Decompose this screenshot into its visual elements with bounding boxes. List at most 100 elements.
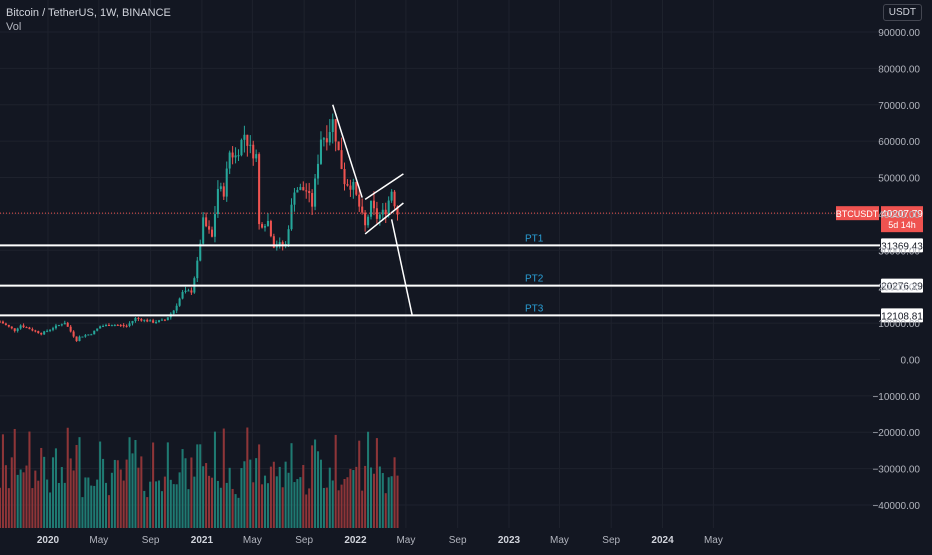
candle-body: [16, 328, 19, 331]
volume-bar: [302, 464, 305, 528]
candle-body: [46, 330, 49, 332]
volume-bar: [7, 488, 10, 528]
volume-bar: [49, 492, 52, 528]
candle-body: [152, 320, 155, 323]
candle-body: [181, 291, 184, 299]
volume-bar: [263, 475, 267, 528]
candle-body: [269, 220, 272, 237]
currency-badge[interactable]: USDT: [882, 4, 922, 21]
candle-body: [311, 193, 314, 207]
x-tick-label: Sep: [449, 535, 467, 546]
volume-bar: [234, 494, 237, 528]
target-level-tag: [881, 238, 923, 253]
candle-body: [166, 317, 169, 321]
volume-bar: [278, 466, 281, 528]
candle-body: [272, 236, 275, 248]
candle-body: [208, 226, 211, 230]
candle-body: [187, 290, 190, 292]
candle-body: [0, 321, 2, 323]
candle-body: [287, 229, 290, 245]
volume-bar: [25, 465, 28, 528]
volume-bar: [308, 488, 311, 528]
x-tick-label: 2023: [498, 535, 521, 546]
volume-bar: [396, 475, 399, 528]
volume-bar: [110, 472, 113, 528]
volume-bar: [193, 476, 196, 528]
candle-body: [28, 327, 31, 330]
volume-bar: [378, 466, 381, 528]
volume-bar: [249, 459, 252, 528]
volume-bar: [178, 472, 181, 528]
volume-indicator-label[interactable]: Vol: [6, 21, 22, 33]
candle-body: [266, 220, 269, 227]
candle-body: [222, 186, 225, 197]
y-axis[interactable]: 90000.00 80000.00 70000.00 60000.00 50000.00…: [872, 28, 920, 512]
candle-body: [322, 138, 325, 140]
candle-body: [96, 328, 99, 331]
candle-body: [25, 327, 28, 329]
volume-bar: [367, 431, 370, 528]
volume-bar: [325, 487, 328, 528]
volume-bar: [131, 453, 134, 528]
volume-bar: [0, 487, 2, 528]
candle-body: [361, 206, 364, 213]
candle-body: [4, 323, 7, 325]
volume-bar: [172, 484, 175, 528]
target-level-price: 20276.29: [881, 282, 923, 293]
volume-bar: [37, 480, 40, 528]
y-tick-label: −20000.00: [872, 428, 920, 439]
candle-body: [137, 317, 140, 319]
symbol-tag: [836, 206, 879, 221]
candle-body: [125, 325, 128, 327]
volume-bar: [293, 482, 296, 528]
volume-bar: [240, 468, 243, 528]
trend-line: [364, 173, 404, 200]
volume-bar: [316, 451, 320, 528]
candle-body: [78, 336, 81, 342]
volume-bar: [349, 468, 352, 528]
y-tick-label: 70000.00: [878, 101, 920, 112]
candle-body: [19, 325, 22, 329]
volume-bar: [75, 444, 78, 528]
chart-legend: Bitcoin / TetherUS, 1W, BINANCE Vol: [6, 6, 171, 34]
y-tick-label: 60000.00: [878, 137, 920, 148]
volume-bar: [166, 442, 169, 528]
x-tick-label: Sep: [142, 535, 160, 546]
candle-body: [157, 320, 161, 322]
y-tick-label: −40000.00: [872, 501, 920, 512]
candle-body: [81, 336, 84, 338]
volume-bar: [184, 458, 187, 528]
volume-bar: [93, 485, 96, 528]
candle-body: [349, 185, 352, 190]
trend-line: [364, 202, 404, 235]
candle-body: [49, 329, 52, 331]
candle-body: [263, 226, 267, 228]
volume-bar: [387, 477, 390, 528]
volume-bar: [305, 494, 308, 528]
candle-body: [316, 163, 320, 179]
volume-bar: [104, 482, 108, 528]
candle-body: [340, 150, 343, 170]
candle-body: [143, 319, 146, 321]
candle-body: [196, 260, 199, 279]
volume-bar: [122, 480, 125, 528]
candle-body: [155, 321, 158, 323]
symbol-title[interactable]: Bitcoin / TetherUS, 1W, BINANCE: [6, 7, 171, 19]
candle-body: [75, 336, 78, 342]
candle-body: [1, 321, 4, 324]
candle-body: [334, 119, 337, 142]
x-axis[interactable]: 2020 May Sep 2021 May Sep 2022 May Sep 2023 May Sep…: [37, 535, 723, 546]
candle-body: [237, 155, 240, 157]
candle-body: [175, 305, 178, 311]
candle-body: [184, 290, 187, 292]
volume-bar: [69, 458, 72, 528]
volume-bar: [187, 489, 190, 528]
volume-bar: [134, 439, 137, 528]
x-tick-label: 2024: [651, 535, 674, 546]
trend-lines: [332, 104, 413, 316]
volume-bar: [334, 434, 337, 528]
candle-body: [240, 139, 243, 156]
candle-body: [90, 334, 93, 336]
